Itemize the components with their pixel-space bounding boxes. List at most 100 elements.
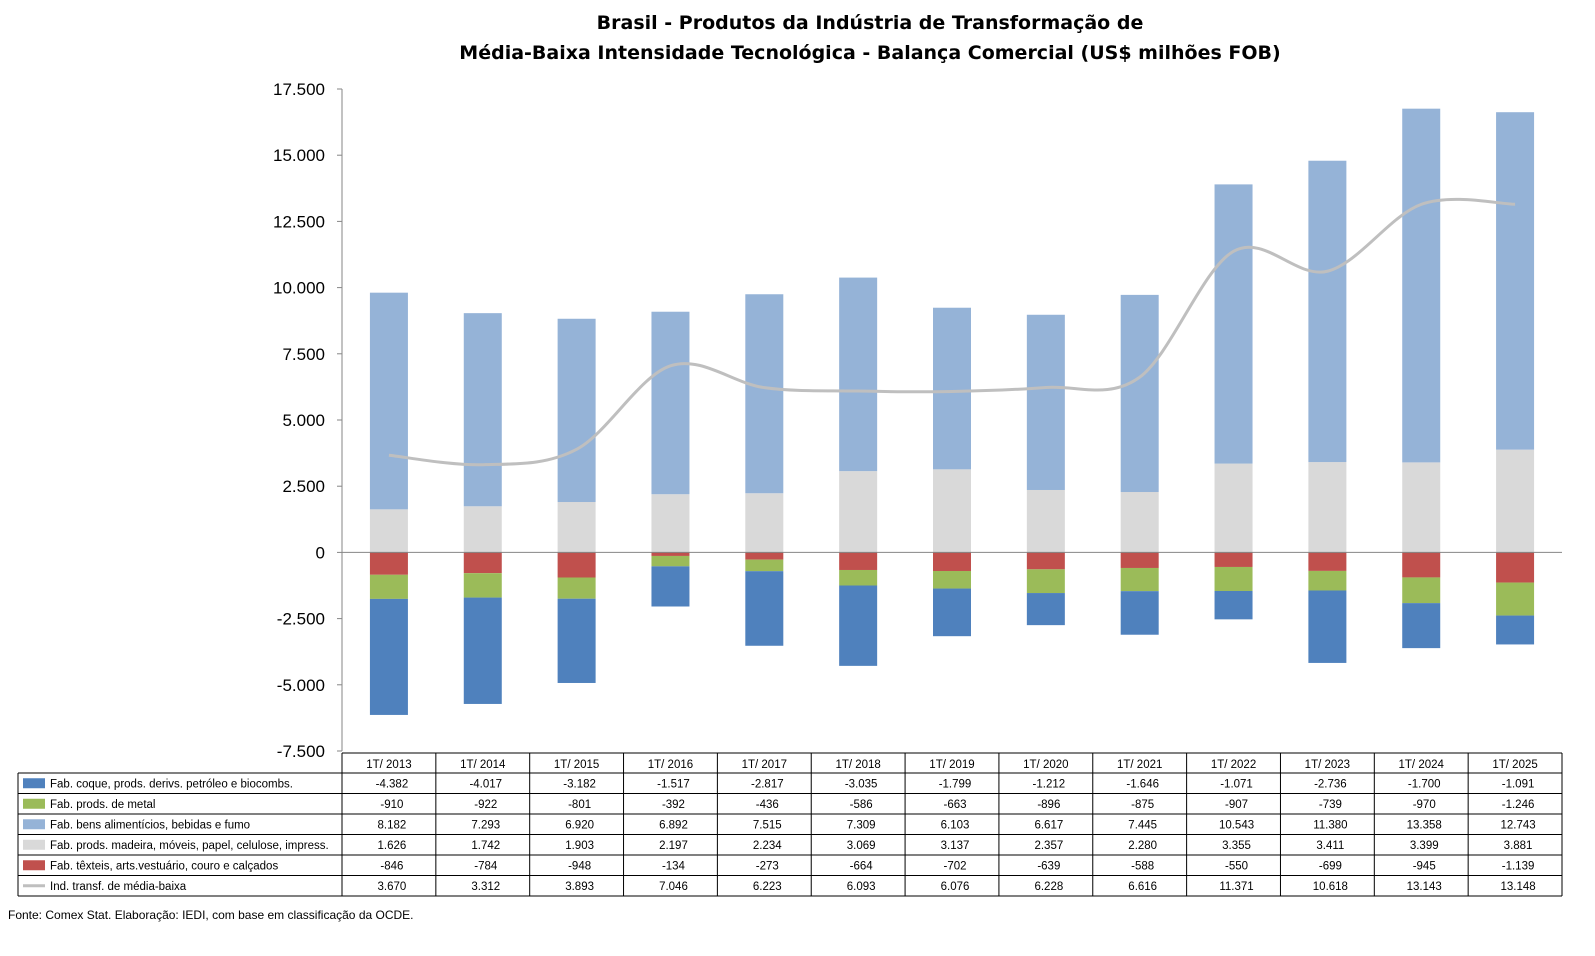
data-table-cell: 1.626 — [378, 840, 407, 852]
y-tick-label: 0 — [316, 543, 325, 562]
bar-segment — [1402, 462, 1441, 553]
data-table-cell: -702 — [943, 860, 966, 872]
data-table-cell: 12.743 — [1500, 819, 1535, 831]
bar-segment — [1402, 108, 1441, 463]
data-table-cell: 6.103 — [941, 819, 970, 831]
legend-key-swatch — [23, 860, 45, 871]
data-table-cell: 13.358 — [1407, 819, 1442, 831]
line-series-ind-transf — [388, 197, 1516, 467]
data-table-cell: -1.071 — [1220, 778, 1253, 790]
bar-segment — [1496, 112, 1535, 450]
chart-title-line1: Brasil - Produtos da Indústria de Transf… — [596, 12, 1144, 34]
data-table-cell: -550 — [1225, 860, 1248, 872]
y-tick-label: 7.500 — [282, 345, 325, 364]
data-table-cell: 2.280 — [1128, 840, 1157, 852]
bar-segment — [1308, 462, 1347, 553]
data-table-cell: 6.892 — [659, 819, 688, 831]
bar-segment — [839, 585, 878, 666]
data-table-cell: 8.182 — [378, 819, 407, 831]
data-table-cell: 13.148 — [1500, 881, 1535, 893]
data-table-cell: 2.357 — [1034, 840, 1063, 852]
bar-segment — [1026, 552, 1065, 570]
x-category-label: 1T/ 2019 — [929, 759, 974, 771]
data-table-cell: -784 — [474, 860, 498, 872]
bar-segment — [839, 277, 878, 472]
bar-segment — [463, 506, 502, 553]
data-table-cell: 11.380 — [1313, 819, 1347, 831]
bar-segment — [1026, 314, 1065, 490]
data-table-cell: -3.035 — [845, 778, 878, 790]
bar-segment — [745, 571, 784, 646]
legend-series-name: Fab. têxteis, arts.vestuário, couro e ca… — [50, 860, 278, 872]
bar-segment — [933, 307, 971, 470]
data-table-cell: 6.616 — [1128, 881, 1157, 893]
data-table-cell: 6.093 — [847, 881, 876, 893]
bar-segment — [369, 509, 408, 553]
data-table-cell: 7.293 — [471, 819, 500, 831]
bar-segment — [369, 552, 408, 575]
data-table-cell: -739 — [1319, 799, 1342, 811]
data-table-cell: -664 — [850, 860, 874, 872]
x-category-label: 1T/ 2020 — [1023, 759, 1068, 771]
bar-segment — [1496, 552, 1535, 583]
data-table-cell: -1.799 — [939, 778, 972, 790]
y-tick-label: 15.000 — [273, 146, 325, 165]
data-table-cell: 3.893 — [565, 881, 594, 893]
y-tick-label: 17.500 — [273, 80, 325, 99]
legend-series-name: Ind. transf. de média-baixa — [50, 881, 187, 893]
y-tick-label: -5.000 — [277, 676, 325, 695]
data-table-cell: -1.646 — [1126, 778, 1159, 790]
bar-segment — [557, 502, 596, 553]
legend-key-swatch — [23, 839, 45, 850]
bar-segment — [1214, 590, 1253, 620]
data-table-cell: -4.017 — [469, 778, 502, 790]
x-category-label: 1T/ 2025 — [1492, 759, 1537, 771]
data-table-cell: 6.617 — [1034, 819, 1063, 831]
bar-segment — [1214, 463, 1253, 553]
bar-segment — [745, 559, 784, 572]
bar-segment — [839, 471, 878, 553]
data-table-cell: 6.228 — [1034, 881, 1063, 893]
data-table-cell: -392 — [662, 799, 685, 811]
data-table-cell: 3.881 — [1504, 840, 1533, 852]
data-table-cell: 3.670 — [378, 881, 407, 893]
data-table-cell: -1.139 — [1502, 860, 1535, 872]
bar-segment — [1308, 552, 1347, 571]
bar-segment — [463, 573, 502, 598]
bar-segment — [557, 552, 596, 578]
data-table-cell: -436 — [756, 799, 779, 811]
x-category-label: 1T/ 2022 — [1211, 759, 1256, 771]
bar-segment — [745, 493, 784, 553]
data-table-cell: -907 — [1225, 799, 1248, 811]
chart-title: Brasil - Produtos da Indústria de Transf… — [0, 8, 1595, 68]
data-table-cell: 6.920 — [565, 819, 594, 831]
data-table-cell: -2.736 — [1314, 778, 1347, 790]
data-table-cell: -2.817 — [751, 778, 784, 790]
data-table-cell: 7.046 — [659, 881, 688, 893]
data-table-cell: 2.197 — [659, 840, 688, 852]
source-note: Fonte: Comex Stat. Elaboração: IEDI, com… — [8, 908, 414, 922]
data-table-cell: 3.312 — [471, 881, 500, 893]
legend-key-swatch — [23, 819, 45, 830]
x-category-label: 1T/ 2014 — [460, 759, 506, 771]
data-table-cell: -663 — [943, 799, 966, 811]
bar-segment — [1214, 184, 1253, 464]
bar-segment — [1120, 552, 1159, 568]
bar-segment — [1120, 591, 1159, 635]
y-tick-label: 2.500 — [282, 477, 325, 496]
data-table-cell: 1.903 — [565, 840, 594, 852]
bar-segment — [369, 598, 408, 715]
data-table-cell: -1.517 — [657, 778, 690, 790]
data-table-cell: 7.445 — [1128, 819, 1157, 831]
data-table-cell: 13.143 — [1407, 881, 1442, 893]
legend-series-name: Fab. prods. de metal — [50, 799, 155, 811]
bar-segment — [651, 552, 690, 556]
bar-segment — [1026, 569, 1065, 594]
data-table-cell: 3.069 — [847, 840, 876, 852]
data-table-cell: -699 — [1319, 860, 1342, 872]
bar-segment — [651, 311, 690, 495]
data-table-cell: -3.182 — [563, 778, 596, 790]
y-tick-label: -2.500 — [277, 610, 325, 629]
bar-segment — [933, 570, 971, 589]
